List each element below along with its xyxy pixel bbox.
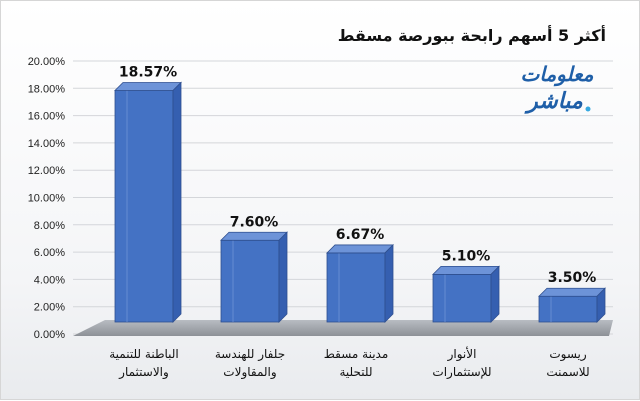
y-tick-label: 16.00%	[28, 111, 66, 123]
bar-front	[538, 295, 598, 323]
category-label: الأنوار	[447, 346, 477, 362]
bar-side	[278, 231, 288, 323]
logo-line2: مباشر	[524, 89, 583, 114]
category-label: مدينة مسقط	[324, 347, 389, 361]
bar-front	[220, 239, 280, 323]
value-label: 18.57%	[119, 65, 177, 81]
y-tick-label: 2.00%	[34, 302, 65, 314]
value-label: 6.67%	[336, 227, 385, 243]
y-tick-label: 8.00%	[34, 220, 65, 232]
y-tick-label: 18.00%	[28, 83, 66, 95]
bar-top	[220, 231, 288, 241]
bar	[432, 265, 500, 323]
category-label: جلفار للهندسة	[215, 347, 285, 362]
y-tick-label: 0.00%	[34, 329, 65, 341]
bar	[114, 81, 182, 323]
chart-title: أكثر 5 أسهم رابحة ببورصة مسقط	[338, 25, 606, 45]
y-tick-label: 12.00%	[28, 165, 66, 177]
y-tick-label: 14.00%	[28, 138, 66, 150]
bar-side	[172, 81, 182, 323]
y-tick-label: 4.00%	[34, 274, 65, 286]
chart-floor	[73, 320, 613, 336]
y-tick-label: 10.00%	[28, 193, 66, 205]
bar-side	[384, 243, 394, 323]
category-label: والاستثمار	[118, 365, 169, 380]
category-label: والمقاولات	[223, 365, 276, 380]
bar-top	[538, 287, 606, 297]
bar-top	[114, 82, 182, 91]
bar	[326, 243, 394, 323]
logo-dot	[585, 106, 591, 112]
value-label: 3.50%	[548, 270, 597, 286]
y-tick-label: 20.00%	[28, 56, 66, 68]
bar-top	[326, 244, 394, 254]
bar-front	[114, 90, 174, 323]
logo-line1: معلومات	[521, 62, 594, 87]
category-label: ريسوت	[549, 347, 587, 362]
value-label: 5.10%	[442, 248, 491, 264]
bar-side	[490, 265, 500, 323]
bar-front	[432, 273, 492, 323]
bar	[538, 287, 606, 323]
bar	[220, 231, 288, 323]
y-tick-label: 6.00%	[34, 247, 65, 259]
value-label: 7.60%	[230, 214, 279, 230]
bar-top	[432, 265, 500, 275]
bar-front	[326, 252, 386, 323]
category-label: للتحلية	[339, 365, 372, 379]
logo: معلومات مباشر	[521, 62, 594, 114]
category-label: للاسمنت	[546, 365, 589, 379]
category-label: للإستثمارات	[432, 365, 491, 380]
category-label: الباطنة للتنمية	[109, 347, 179, 361]
bar-side	[596, 287, 606, 323]
